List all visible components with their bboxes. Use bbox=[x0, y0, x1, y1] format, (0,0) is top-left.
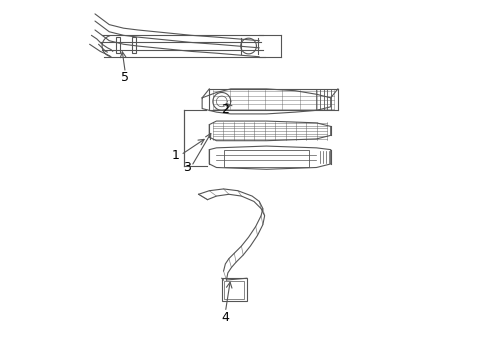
FancyBboxPatch shape bbox=[223, 150, 309, 167]
FancyBboxPatch shape bbox=[224, 281, 245, 298]
FancyBboxPatch shape bbox=[116, 37, 121, 53]
FancyBboxPatch shape bbox=[222, 278, 247, 301]
FancyBboxPatch shape bbox=[132, 37, 136, 53]
Text: 1: 1 bbox=[172, 149, 179, 162]
Text: 3: 3 bbox=[183, 161, 191, 174]
Text: 4: 4 bbox=[221, 311, 229, 324]
Text: 2: 2 bbox=[221, 103, 229, 116]
Text: 5: 5 bbox=[122, 71, 129, 84]
